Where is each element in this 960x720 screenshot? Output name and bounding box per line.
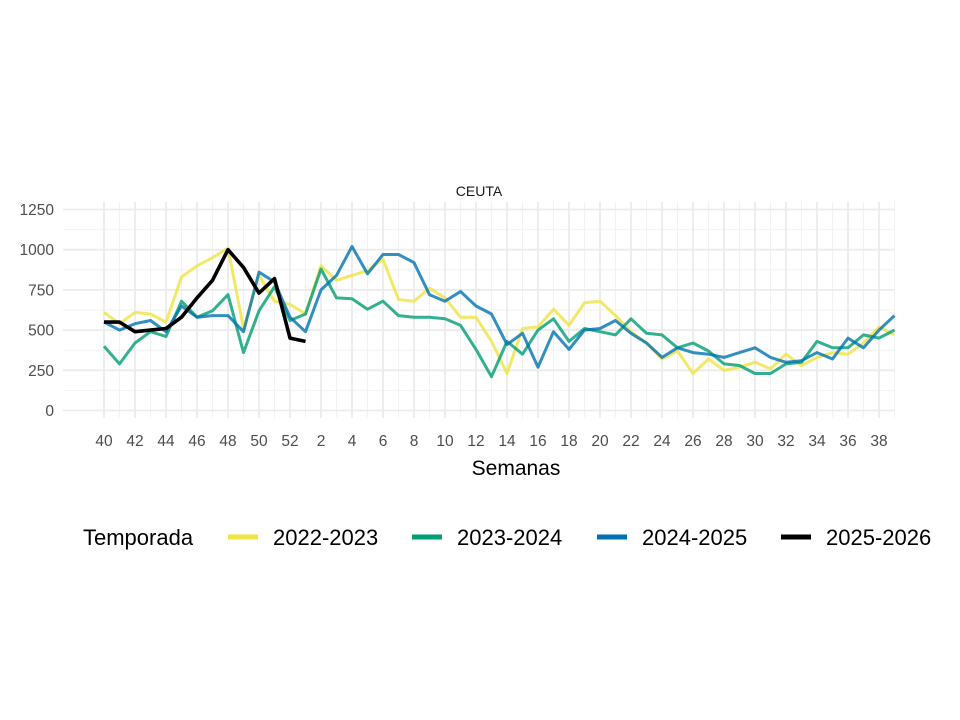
x-tick-label: 32 (777, 433, 794, 450)
series-line-2022-2023 (103, 246, 896, 375)
x-tick-label: 4 (348, 433, 357, 450)
x-tick-label: 6 (379, 433, 388, 450)
x-tick-label: 24 (653, 433, 671, 450)
chart-title: CEUTA (456, 183, 503, 199)
x-tick-label: 14 (498, 433, 516, 450)
x-tick-label: 20 (591, 433, 609, 450)
series-line-2024-2025 (103, 245, 896, 369)
x-tick-label: 12 (467, 433, 484, 450)
y-axis-ticks: 0 250 500 750 1000 1250 (20, 202, 55, 420)
x-tick-label: 50 (250, 433, 268, 450)
x-tick-label: 10 (436, 433, 454, 450)
x-tick-label: 2 (317, 433, 326, 450)
y-tick-label: 1250 (20, 202, 55, 219)
x-tick-label: 8 (410, 433, 419, 450)
x-tick-label: 48 (219, 433, 236, 450)
series-lines (102, 245, 896, 379)
x-axis-ticks: 40 42 44 46 48 50 52 2 4 6 8 10 12 14 16 18 20 22 24 26 28 30… (95, 433, 887, 450)
series-line-2025-2026 (104, 247, 306, 344)
plot-panel (63, 202, 896, 418)
x-tick-label: 38 (870, 433, 887, 450)
x-tick-label: 30 (746, 433, 764, 450)
x-tick-label: 46 (188, 433, 205, 450)
x-tick-label: 16 (529, 433, 546, 450)
x-tick-label: 28 (715, 433, 732, 450)
legend: Temporada 2022-2023 2023-2024 2024-2025 202… (83, 525, 931, 550)
x-tick-label: 52 (281, 433, 298, 450)
x-tick-label: 44 (157, 433, 175, 450)
y-tick-label: 500 (28, 323, 54, 340)
x-tick-label: 40 (95, 433, 113, 450)
grid-major (63, 202, 895, 418)
x-tick-label: 18 (560, 433, 577, 450)
y-tick-label: 0 (45, 403, 54, 420)
y-tick-label: 250 (28, 363, 54, 380)
x-tick-label: 42 (126, 433, 143, 450)
x-tick-label: 36 (839, 433, 856, 450)
legend-label-2025-2026: 2025-2026 (826, 525, 931, 550)
y-tick-label: 750 (28, 282, 54, 299)
x-axis-title: Semanas (472, 457, 561, 480)
x-tick-label: 34 (808, 433, 826, 450)
x-tick-label: 26 (684, 433, 701, 450)
legend-label-2024-2025: 2024-2025 (642, 525, 747, 550)
legend-label-2023-2024: 2023-2024 (457, 525, 562, 550)
legend-label-2022-2023: 2022-2023 (273, 525, 378, 550)
x-tick-label: 22 (622, 433, 639, 450)
y-tick-label: 1000 (20, 242, 55, 259)
legend-title: Temporada (83, 525, 194, 550)
